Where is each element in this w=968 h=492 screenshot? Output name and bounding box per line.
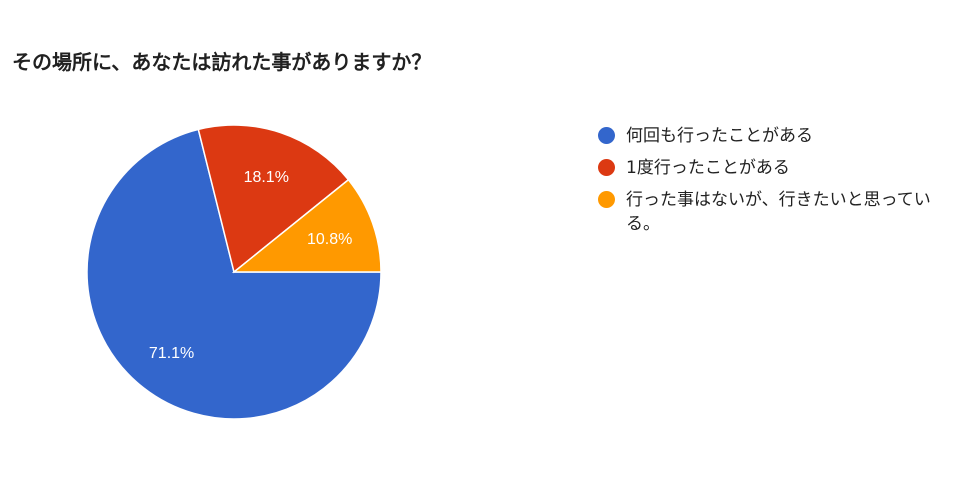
legend: 何回も行ったことがある 1度行ったことがある 行った事はないが、行きたいと思って… <box>598 124 968 244</box>
slice-label: 71.1% <box>149 345 194 362</box>
legend-item: 行った事はないが、行きたいと思っている。 <box>598 188 968 236</box>
legend-swatch <box>598 127 615 144</box>
pie-slice <box>197 124 350 274</box>
slice-label: 10.8% <box>307 231 352 248</box>
legend-swatch <box>598 191 615 208</box>
pie-slice <box>231 178 382 273</box>
legend-swatch <box>598 159 615 176</box>
legend-item: 何回も行ったことがある <box>598 124 968 148</box>
legend-item: 1度行ったことがある <box>598 156 968 180</box>
pie-slice <box>86 128 382 420</box>
legend-label: 行った事はないが、行きたいと思っている。 <box>626 190 931 234</box>
slice-label: 18.1% <box>244 169 289 186</box>
chart-title: その場所に、あなたは訪れた事がありますか？ <box>12 50 432 74</box>
legend-label: 何回も行ったことがある <box>626 126 813 146</box>
legend-label: 1度行ったことがある <box>626 158 790 178</box>
